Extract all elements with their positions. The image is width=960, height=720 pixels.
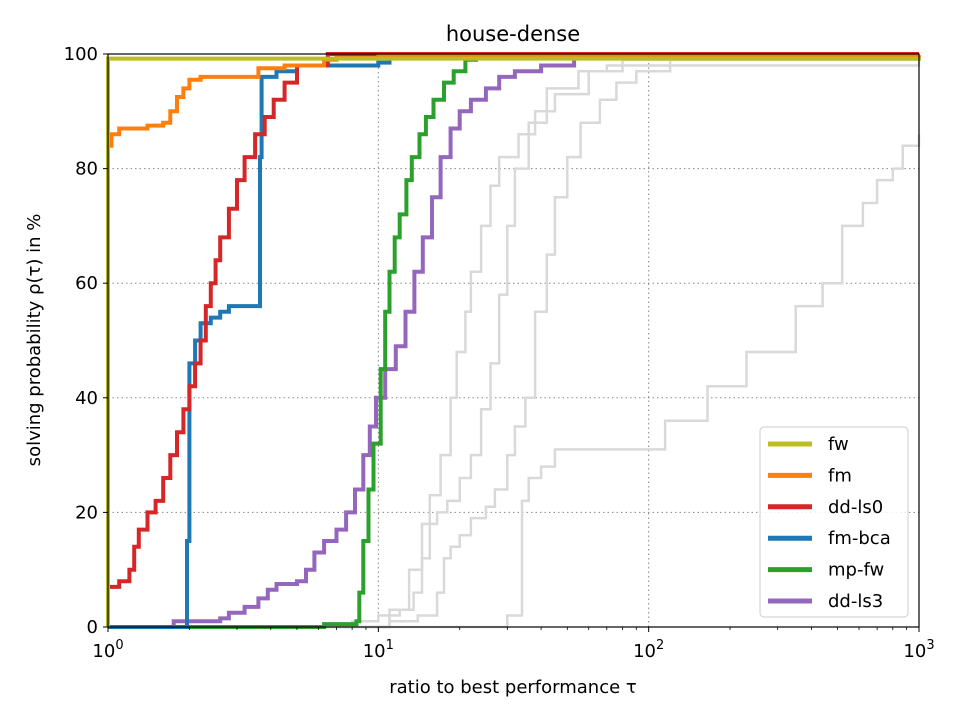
x-tick-label-exponent: 2 <box>656 638 664 653</box>
y-axis: 0 20 40 60 80 100 <box>64 44 108 638</box>
series-line-dd-ls0 <box>108 52 919 589</box>
legend: fw fm dd-ls0 fm-bca mp-fw dd-ls3 <box>759 426 909 618</box>
x-tick-label: 101 <box>363 638 394 662</box>
x-axis: 100 101 102 103 <box>92 627 935 662</box>
x-tick-label: 103 <box>903 638 934 662</box>
x-tick-label-base: 10 <box>363 641 386 662</box>
y-tick-label: 20 <box>75 502 98 523</box>
x-tick-label: 100 <box>92 638 123 662</box>
legend-label-mp-fw: mp-fw <box>828 560 884 581</box>
y-tick-label: 60 <box>75 273 98 294</box>
y-tick-label: 0 <box>87 617 98 638</box>
x-tick-label-base: 10 <box>92 641 115 662</box>
series-line-fm-bca <box>108 54 919 629</box>
legend-label-fw: fw <box>828 434 849 455</box>
series-line-unlabeled-7 <box>108 55 921 629</box>
y-tick-label: 40 <box>75 388 98 409</box>
series-line-mp-fw <box>108 54 921 629</box>
x-tick-label: 102 <box>633 638 664 662</box>
legend-label-dd-ls3: dd-ls3 <box>828 591 883 612</box>
y-axis-label: solving probability ρ(τ) in % <box>24 214 45 467</box>
x-tick-label-exponent: 0 <box>115 638 123 653</box>
x-tick-label-exponent: 3 <box>926 638 934 653</box>
y-tick-label: 80 <box>75 159 98 180</box>
legend-label-fm: fm <box>828 465 852 486</box>
x-tick-label-exponent: 1 <box>386 638 394 653</box>
series-line-unlabeled-8 <box>108 59 921 629</box>
y-tick-label: 100 <box>64 44 98 65</box>
legend-box <box>759 426 909 618</box>
legend-label-dd-ls0: dd-ls0 <box>828 497 883 518</box>
x-axis-label: ratio to best performance τ <box>389 677 637 698</box>
x-tick-label-base: 10 <box>903 641 926 662</box>
plot-frame <box>107 53 920 628</box>
legend-label-fm-bca: fm-bca <box>828 528 891 549</box>
series-line-unlabeled-9 <box>108 134 921 629</box>
series-line-dd-ls3 <box>108 52 919 629</box>
x-tick-label-base: 10 <box>633 641 656 662</box>
chart-title: house-dense <box>446 22 580 46</box>
